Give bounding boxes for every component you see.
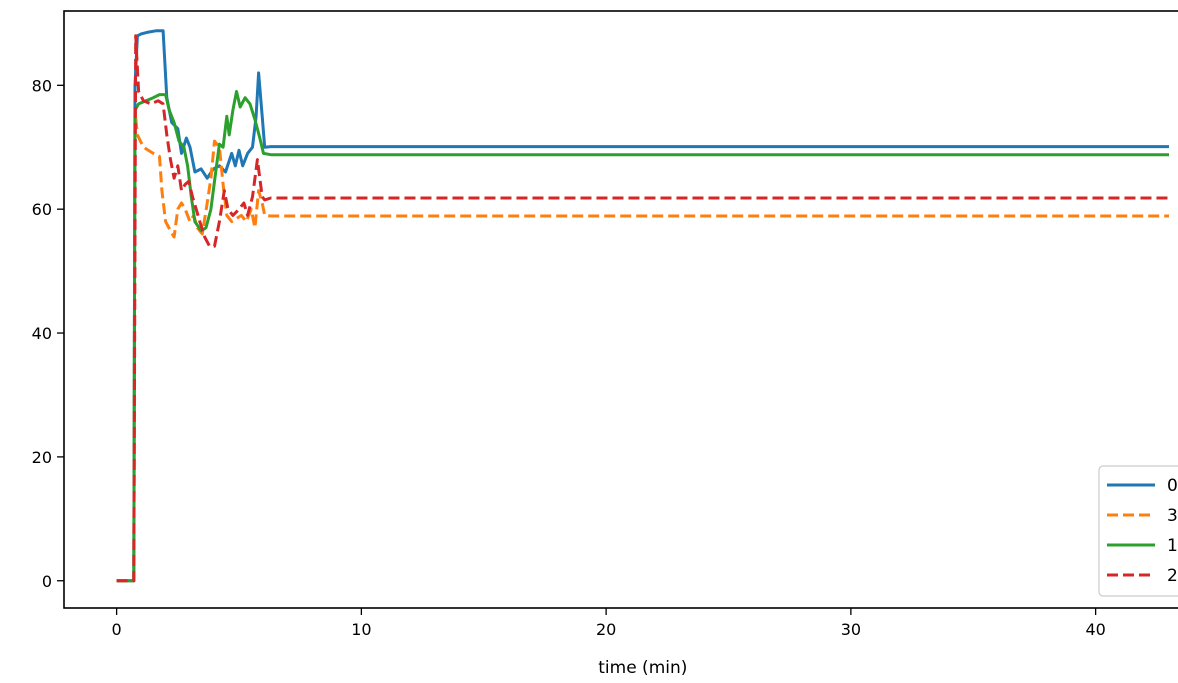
- x-tick-label: 30: [841, 620, 861, 639]
- axes-frame: [63, 10, 1178, 609]
- series-layer: [116, 29, 1169, 583]
- x-tick-label: 20: [596, 620, 616, 639]
- y-tick-label: 40: [32, 324, 52, 343]
- legend-label-2: 2: [1167, 566, 1178, 586]
- y-tick-label: 80: [32, 76, 52, 95]
- x-tick-label: 0: [112, 620, 122, 639]
- x-axis: 0 10 20 30 40: [112, 608, 1106, 639]
- y-tick-label: 0: [42, 572, 52, 591]
- series-line-3: [116, 108, 1169, 583]
- series-line-2: [116, 34, 1169, 583]
- legend-label-1: 1: [1167, 536, 1178, 556]
- x-axis-label: time (min): [598, 658, 687, 678]
- legend-label-0: 0: [1167, 476, 1178, 496]
- x-tick-label: 40: [1085, 620, 1105, 639]
- series-line-0: [116, 29, 1169, 583]
- legend-box: [1098, 465, 1178, 597]
- y-tick-label: 60: [32, 200, 52, 219]
- x-tick-label: 10: [351, 620, 371, 639]
- y-axis: 0 20 40 60 80: [32, 76, 64, 591]
- y-tick-label: 20: [32, 448, 52, 467]
- series-line-1: [116, 90, 1169, 583]
- legend-label-3: 3: [1167, 506, 1178, 526]
- legend: 0 3 1 2: [1098, 465, 1178, 597]
